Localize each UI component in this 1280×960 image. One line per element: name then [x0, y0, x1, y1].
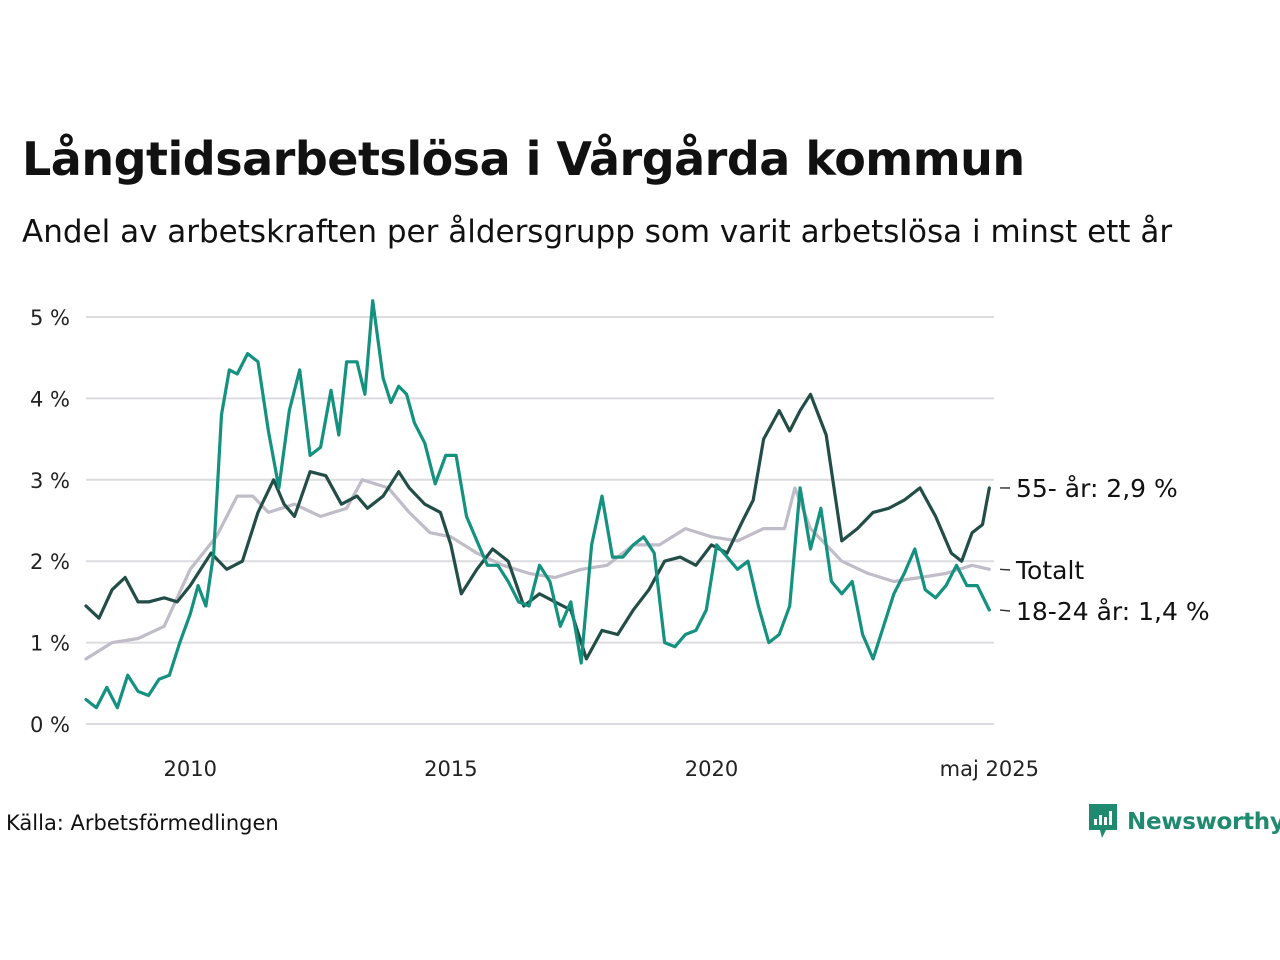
series-end-labels: 55- år: 2,9 % Totalt 18-24 år: 1,4 %: [999, 474, 1210, 626]
series-end-label: Totalt: [1015, 556, 1084, 585]
series-end-label: 55- år: 2,9 %: [1016, 474, 1178, 503]
x-tick-label: 2020: [685, 757, 738, 781]
series-line-18-24-r: [84, 299, 991, 710]
newsworthy-logo[interactable]: Newsworthy: [1089, 804, 1280, 840]
y-tick-label: 3 %: [30, 469, 70, 493]
x-tick-label: 2015: [424, 757, 477, 781]
y-tick-label: 0 %: [30, 713, 70, 737]
y-tick-label: 4 %: [30, 387, 70, 411]
y-tick-label: 1 %: [30, 632, 70, 656]
y-tick-label: 2 %: [30, 550, 70, 574]
x-axis-ticks: 2010 2015 2020 maj 2025: [164, 757, 1039, 781]
x-tick-label: 2010: [164, 757, 217, 781]
chart-subtitle: Andel av arbetskraften per åldersgrupp s…: [22, 214, 1173, 250]
series-lines: [84, 299, 991, 710]
series-end-label: 18-24 år: 1,4 %: [1016, 597, 1210, 626]
series-line-totalt: [84, 478, 991, 661]
chart-title: Långtidsarbetslösa i Vårgårda kommun: [22, 132, 1025, 186]
grid-lines: [86, 316, 994, 725]
label-connector: [999, 609, 1011, 612]
x-tick-label: maj 2025: [940, 757, 1039, 781]
y-tick-label: 5 %: [30, 306, 70, 330]
y-axis-ticks: 0 % 1 % 2 % 3 % 4 % 5 %: [30, 306, 70, 737]
source-note: Källa: Arbetsförmedlingen: [6, 811, 279, 835]
newsworthy-logo-icon: [1089, 804, 1117, 840]
label-connector: [999, 568, 1011, 571]
newsworthy-logo-text: Newsworthy: [1127, 809, 1280, 835]
